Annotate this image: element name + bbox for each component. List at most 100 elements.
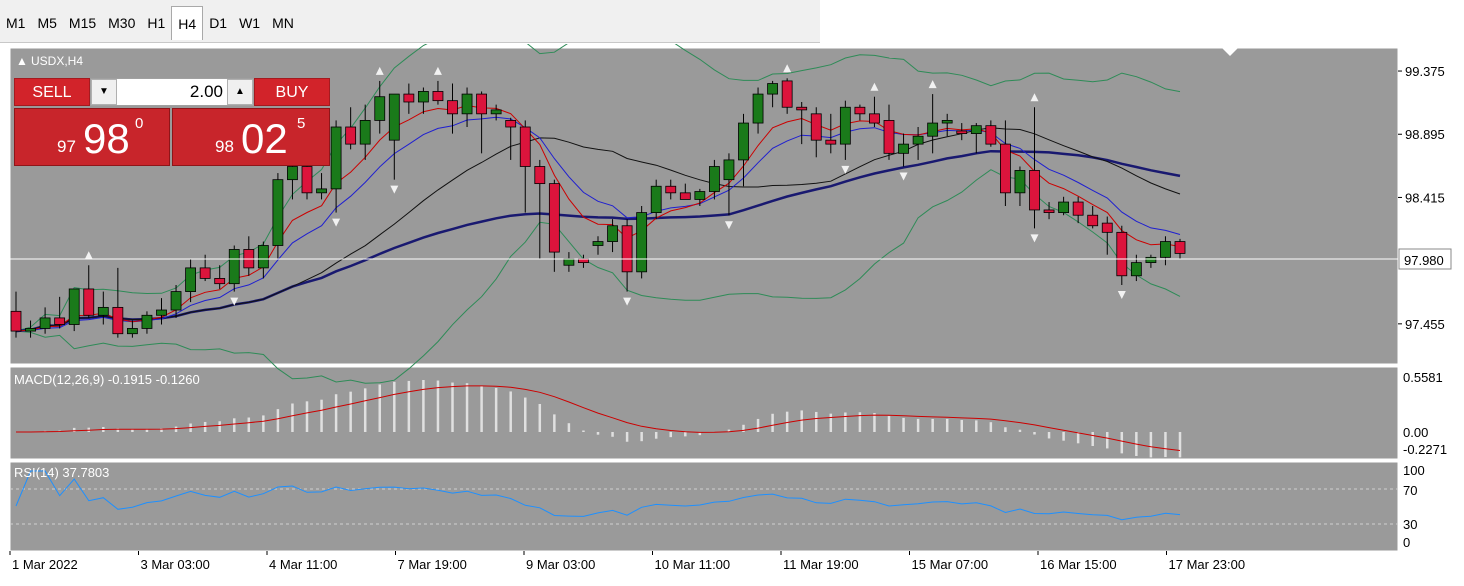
candle-bear xyxy=(447,100,458,115)
price-axis-label: 98.415 xyxy=(1405,190,1445,205)
fractal-down-icon xyxy=(899,172,908,181)
timeframe-tab-m15[interactable]: M15 xyxy=(68,15,97,31)
timeframe-tab-m30[interactable]: M30 xyxy=(108,15,136,31)
timeframe-tab-h4[interactable]: H4 xyxy=(171,6,204,40)
candle-bear xyxy=(10,310,22,332)
candle-bear xyxy=(1029,170,1040,211)
candle-bull xyxy=(156,309,167,316)
symbol-label: USDX,H4 xyxy=(31,54,83,68)
candle-bull xyxy=(941,120,953,124)
candle-bull xyxy=(927,122,939,137)
price-axis xyxy=(1398,48,1464,364)
candle-bull xyxy=(25,328,36,332)
time-axis-label: 7 Mar 19:00 xyxy=(398,557,467,572)
candle-bull xyxy=(1058,201,1069,213)
timeframe-tab-h1[interactable]: H1 xyxy=(147,15,166,31)
chart-shift-marker[interactable] xyxy=(1222,48,1238,56)
current-price-box xyxy=(1398,248,1452,270)
candle-bear xyxy=(854,106,866,115)
current-price-label: 97.980 xyxy=(1404,253,1444,268)
lot-decrease-icon[interactable]: ▼ xyxy=(91,79,117,105)
candle-bear xyxy=(403,93,415,103)
candle-bear xyxy=(621,225,633,273)
time-axis-label: 15 Mar 07:00 xyxy=(912,557,989,572)
price-axis-label: 99.375 xyxy=(1405,64,1445,79)
macd-signal-line xyxy=(16,385,1181,451)
time-axis-label: 1 Mar 2022 xyxy=(12,557,78,572)
rsi-axis-30: 30 xyxy=(1403,517,1417,532)
candle-bull xyxy=(1014,170,1026,194)
candle-bull xyxy=(141,314,153,329)
macd-pane[interactable] xyxy=(9,366,1399,460)
candle-bull xyxy=(330,126,342,190)
candle-bear xyxy=(1000,143,1011,194)
candle-bear xyxy=(548,183,560,253)
candle-bull xyxy=(127,328,138,335)
sell-price-fraction: 0 xyxy=(135,115,144,132)
timeframe-tab-w1[interactable]: W1 xyxy=(239,15,261,31)
one-click-trading-panel: SELL ▼ ▲ BUY 97 98 0 98 02 5 xyxy=(14,78,330,166)
buy-button[interactable]: BUY xyxy=(254,78,330,106)
candle-bull xyxy=(97,306,109,316)
candle-bear xyxy=(796,106,808,111)
timeframe-toolbar: M1 M5 M15 M30 H1 H4 D1 W1 MN xyxy=(0,0,820,43)
chart-canvas[interactable]: 97.980 99.375 98.895 98.415 97.455 1 Mar 20… xyxy=(0,26,1464,581)
lot-size-input[interactable] xyxy=(117,79,227,105)
candle-bull xyxy=(39,317,51,329)
candle-bull xyxy=(636,212,648,273)
collapse-icon[interactable]: ▲ xyxy=(16,54,28,68)
timeframe-tab-mn[interactable]: MN xyxy=(272,15,294,31)
candle-bear xyxy=(1072,201,1084,216)
candles xyxy=(10,78,1186,338)
candle-bear xyxy=(1174,241,1186,254)
fractal-down-icon xyxy=(841,165,850,174)
candle-bull xyxy=(1145,256,1157,264)
candle-bull xyxy=(272,179,284,246)
timeframe-tab-m1[interactable]: M1 xyxy=(6,15,26,31)
candle-bull xyxy=(970,125,982,134)
candle-bull xyxy=(359,120,371,145)
candle-bear xyxy=(112,306,124,335)
fractal-up-icon xyxy=(928,80,937,89)
candle-bull xyxy=(316,188,327,194)
price-axis-labels: 99.375 98.895 98.415 97.455 xyxy=(1398,64,1445,332)
timeframe-tab-m5[interactable]: M5 xyxy=(37,15,57,31)
macd-label: MACD(12,26,9) -0.1915 -0.1260 xyxy=(14,372,200,387)
candle-bull xyxy=(839,106,851,145)
candle-bear xyxy=(1043,209,1055,213)
buy-price-button[interactable]: 98 02 5 xyxy=(172,108,330,166)
time-axis-label: 11 Mar 19:00 xyxy=(783,557,859,572)
time-axis-labels: 1 Mar 2022 3 Mar 03:00 4 Mar 11:00 7 Mar 19… xyxy=(9,551,1245,572)
candle-bull xyxy=(287,166,298,181)
macd-axis-zero: 0.00 xyxy=(1403,425,1428,440)
fractal-up-icon xyxy=(375,66,384,75)
candle-bear xyxy=(1116,231,1128,277)
candle-bull xyxy=(490,109,502,115)
candle-bear xyxy=(432,91,444,102)
candle-bull xyxy=(694,191,706,200)
candle-bull xyxy=(563,258,575,266)
fractal-up-icon xyxy=(783,64,792,73)
chart-window[interactable]: 97.980 99.375 98.895 98.415 97.455 1 Mar 20… xyxy=(0,26,1464,581)
lot-size-control: ▼ ▲ xyxy=(90,78,254,106)
candle-bull xyxy=(898,143,909,154)
candle-bull xyxy=(723,159,735,181)
candle-bear xyxy=(476,93,488,115)
timeframe-tab-d1[interactable]: D1 xyxy=(209,15,228,31)
candle-bear xyxy=(534,166,546,185)
candle-bull xyxy=(752,93,764,124)
sell-button[interactable]: SELL xyxy=(14,78,90,106)
candle-bull xyxy=(1130,262,1142,277)
fractal-up-icon xyxy=(433,66,442,75)
fractal-up-icon xyxy=(870,82,879,91)
candle-bull xyxy=(1160,241,1171,258)
fractal-down-icon xyxy=(230,297,239,306)
rsi-pane[interactable] xyxy=(9,461,1399,552)
lot-increase-icon[interactable]: ▲ xyxy=(227,79,253,105)
candle-bear xyxy=(665,185,677,194)
sell-price-button[interactable]: 97 98 0 xyxy=(14,108,170,166)
candle-bull xyxy=(592,241,604,246)
price-axis-label: 97.455 xyxy=(1405,317,1445,332)
candle-bear xyxy=(301,166,313,194)
candle-bear xyxy=(869,113,880,124)
